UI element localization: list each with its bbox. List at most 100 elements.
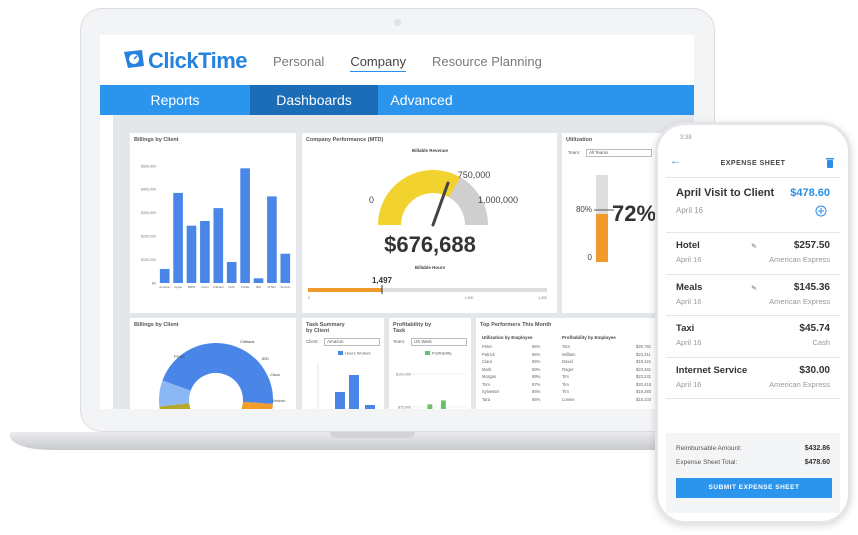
bar bbox=[240, 168, 250, 283]
x-tick-label: BMW bbox=[188, 285, 196, 289]
legend-label: Profitability bbox=[432, 351, 452, 356]
hours-track bbox=[308, 288, 547, 292]
bar-chart: $0 $100,000 $200,000 $300,000 $400,000 $500,0… bbox=[141, 164, 291, 289]
table-cell: $23,461 bbox=[636, 366, 652, 372]
utilization-value: 72% bbox=[612, 201, 656, 226]
panel-title: Billings by Client bbox=[134, 322, 179, 328]
table-cell: 95% bbox=[532, 344, 541, 349]
table-cell: Tara bbox=[482, 396, 491, 402]
camera bbox=[394, 19, 401, 26]
x-tick-label: Verizon bbox=[280, 285, 290, 289]
nav-link[interactable]: Personal bbox=[273, 54, 325, 69]
back-button[interactable]: ← bbox=[670, 155, 681, 167]
panel-title: Task Summary by Client bbox=[306, 322, 345, 334]
pie-label: IBO bbox=[262, 356, 269, 361]
x-tick-label: SITEC bbox=[267, 285, 277, 289]
table-cell: Roger bbox=[562, 366, 574, 372]
slice bbox=[159, 343, 273, 409]
donut: PG&E Citibank IBO Cisco Verizon bbox=[159, 339, 285, 409]
team-select[interactable]: US West bbox=[411, 338, 467, 346]
item-name[interactable]: Hotel bbox=[676, 240, 700, 251]
pie-panel: Billings by Client PG&E Citibank IBO Cis… bbox=[130, 318, 296, 409]
item-date: April 16 bbox=[676, 379, 702, 389]
nav-link[interactable]: Resource Planning bbox=[431, 54, 542, 69]
table-cell: Tim bbox=[562, 389, 569, 394]
attachment-icon: ✒ bbox=[747, 239, 761, 253]
tab[interactable]: Reports bbox=[150, 92, 200, 108]
item-method: American Express bbox=[769, 296, 830, 306]
bar bbox=[159, 268, 170, 283]
task-bar bbox=[349, 375, 359, 409]
table-cell: $23,341 bbox=[636, 374, 652, 379]
attachment-icon: ✒ bbox=[747, 281, 761, 294]
table-header: Utilization by Employee bbox=[482, 335, 533, 340]
legend-label: Hours Worked bbox=[345, 351, 371, 356]
summary-area bbox=[666, 433, 840, 513]
pie-label: Cisco bbox=[270, 372, 281, 377]
panel-title: Company Performance (MTD) bbox=[306, 137, 384, 143]
thermo-fill bbox=[596, 214, 608, 262]
table-cell: Lonnie bbox=[562, 396, 575, 402]
item-amount: $45.74 bbox=[799, 323, 830, 334]
x-tick-label: Cisco bbox=[201, 285, 209, 289]
bar bbox=[253, 278, 264, 283]
table-cell: William bbox=[562, 351, 576, 357]
divider bbox=[666, 232, 840, 233]
table-cell: Morgan bbox=[482, 374, 497, 379]
hours-axis: 1,000 bbox=[465, 296, 474, 300]
gauge-arc bbox=[378, 170, 461, 225]
team-select[interactable]: All Teams bbox=[586, 149, 652, 157]
filter-label: Team: bbox=[568, 150, 581, 155]
item-method: American Express bbox=[769, 255, 830, 264]
item-amount: $257.50 bbox=[793, 240, 830, 251]
legend-swatch bbox=[338, 351, 343, 355]
table-cell: Sylvester bbox=[482, 389, 500, 394]
total-label: Expense Sheet Total: bbox=[676, 459, 738, 466]
table-cell: 89% bbox=[532, 366, 541, 372]
bar bbox=[200, 220, 210, 283]
bar bbox=[226, 261, 237, 283]
table-cell: 86% bbox=[532, 396, 541, 402]
thermometer: 80% 0 72% bbox=[576, 175, 656, 262]
bar bbox=[213, 208, 224, 283]
table-cell: 95% bbox=[532, 359, 541, 364]
sheet-name[interactable]: April Visit to Client bbox=[676, 187, 775, 199]
divider bbox=[666, 177, 840, 178]
bar bbox=[173, 192, 183, 283]
x-tick-label: Apple bbox=[174, 285, 182, 289]
add-button[interactable] bbox=[815, 205, 827, 217]
panel-title: Billings by Client bbox=[134, 137, 179, 143]
item-method: Cash bbox=[812, 338, 830, 347]
client-select[interactable]: Amazon bbox=[324, 338, 380, 346]
table-cell: 87% bbox=[532, 381, 541, 387]
item-name[interactable]: Meals bbox=[676, 281, 703, 293]
nav-link[interactable]: Company bbox=[350, 54, 406, 72]
logo[interactable]: ClickTime bbox=[148, 48, 248, 73]
gauge-max: 1,000,000 bbox=[478, 195, 518, 205]
y-tick-label: $500,000 bbox=[141, 164, 156, 168]
item-amount: $145.36 bbox=[793, 281, 830, 293]
tab[interactable]: Advanced bbox=[390, 92, 453, 108]
tab[interactable]: Dashboards bbox=[250, 85, 378, 115]
item-name[interactable]: Internet Service bbox=[676, 364, 748, 376]
sheet-date: April 16 bbox=[676, 206, 704, 215]
table-cell: 95% bbox=[532, 351, 541, 357]
hours-bar bbox=[308, 288, 382, 292]
table-cell: $18,103 bbox=[636, 396, 652, 402]
table-cell: Peter bbox=[482, 344, 493, 349]
y-tick-label: $300,000 bbox=[141, 211, 156, 215]
submit-button[interactable]: SUBMIT EXPENSE SHEET bbox=[676, 478, 832, 498]
filter-label: Team: bbox=[393, 339, 406, 344]
tab-bar: Reports Dashboards Advanced bbox=[100, 85, 694, 115]
item-name[interactable]: Taxi bbox=[676, 323, 695, 334]
gauge-needle bbox=[431, 181, 450, 227]
pie-label: Citibank bbox=[240, 339, 254, 344]
gauge-arc-rest bbox=[449, 177, 488, 225]
task-bar bbox=[335, 392, 345, 409]
table-cell: $19,383 bbox=[636, 389, 652, 394]
delete-button[interactable] bbox=[826, 158, 834, 168]
table-cell: $24,311 bbox=[636, 351, 651, 357]
x-tick-label: Amazon bbox=[159, 285, 170, 289]
laptop-screen: ClickTime Personal Company Resource Planni… bbox=[100, 35, 694, 409]
